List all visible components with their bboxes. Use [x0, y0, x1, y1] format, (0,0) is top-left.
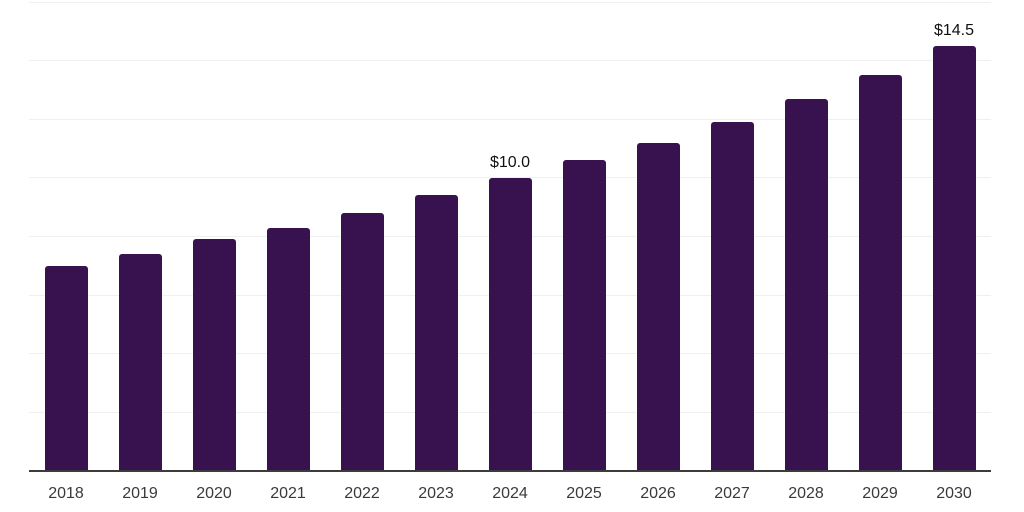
x-axis-label-2021: 2021 [270, 485, 306, 502]
x-axis-label-2022: 2022 [344, 485, 380, 502]
bar-2026 [636, 142, 680, 471]
x-axis-label-2027: 2027 [714, 485, 750, 502]
bar-2022 [340, 213, 384, 471]
data-label-2030: $14.5 [933, 21, 975, 39]
bar-2030 [932, 45, 976, 471]
x-axis-label-2028: 2028 [788, 485, 824, 502]
x-axis-label-2020: 2020 [196, 485, 232, 502]
x-axis-label-2026: 2026 [640, 485, 676, 502]
bar-2024 [488, 177, 532, 471]
bar-2018 [44, 265, 88, 471]
x-axis-label-2029: 2029 [862, 485, 898, 502]
x-axis-label-2023: 2023 [418, 485, 454, 502]
x-axis-label-2018: 2018 [48, 485, 84, 502]
bar-2023 [414, 195, 458, 471]
bar-2020 [192, 239, 236, 471]
x-axis-label-2025: 2025 [566, 485, 602, 502]
x-axis-line [29, 470, 991, 472]
bar-2021 [266, 227, 310, 471]
gridline [29, 118, 991, 120]
x-axis-label-2030: 2030 [936, 485, 972, 502]
gridline [29, 1, 991, 3]
bar-2029 [858, 75, 902, 471]
bar-2028 [784, 98, 828, 471]
x-axis-label-2019: 2019 [122, 485, 158, 502]
bar-2019 [118, 254, 162, 471]
data-label-2024: $10.0 [489, 153, 531, 171]
bar-2027 [710, 122, 754, 471]
bar-2025 [562, 160, 606, 471]
x-axis-label-2024: 2024 [492, 485, 528, 502]
gridline [29, 60, 991, 62]
